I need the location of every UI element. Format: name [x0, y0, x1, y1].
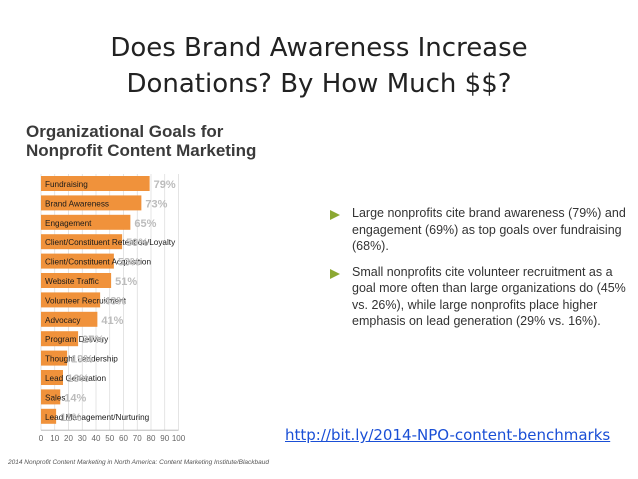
- note-item: Small nonprofits cite volunteer recruitm…: [322, 264, 632, 330]
- category-label: Website Traffic: [45, 277, 99, 286]
- x-tick-label: 80: [147, 434, 156, 443]
- category-label: Volunteer Recruitment: [45, 296, 127, 305]
- value-label: 16%: [67, 373, 89, 385]
- value-label: 79%: [154, 179, 176, 191]
- triangle-bullet-icon: [330, 210, 340, 220]
- slide-title: Does Brand Awareness Increase Donations?…: [0, 30, 638, 102]
- note-item: Large nonprofits cite brand awareness (7…: [322, 205, 632, 255]
- value-label: 11%: [60, 412, 82, 424]
- bar: [41, 389, 61, 405]
- bar: [41, 195, 142, 211]
- bar: [41, 234, 123, 250]
- category-label: Client/Constituent Retention/Loyalty: [45, 238, 176, 247]
- slide-title-line-1: Does Brand Awareness Increase: [110, 33, 528, 63]
- notes-list: Large nonprofits cite brand awareness (7…: [322, 205, 632, 339]
- x-tick-label: 20: [64, 434, 73, 443]
- bar: [41, 292, 101, 308]
- chart-title: Organizational Goals for Nonprofit Conte…: [26, 122, 296, 160]
- value-label: 41%: [101, 315, 123, 327]
- x-tick-label: 30: [78, 434, 87, 443]
- category-label: Thought Leadership: [45, 355, 118, 364]
- note-text: Large nonprofits cite brand awareness (7…: [352, 206, 626, 253]
- category-label: Brand Awareness: [45, 199, 109, 208]
- value-label: 59%: [126, 237, 148, 249]
- bar: [41, 176, 150, 191]
- x-tick-label: 100: [172, 434, 186, 443]
- category-label: Client/Constituent Acquisition: [45, 258, 151, 267]
- x-tick-label: 90: [160, 434, 169, 443]
- value-label: 51%: [115, 276, 137, 288]
- value-label: 73%: [145, 198, 167, 210]
- chart-title-line-2: Nonprofit Content Marketing: [26, 141, 257, 160]
- category-label: Advocacy: [45, 316, 81, 325]
- source-link[interactable]: http://bit.ly/2014-NPO-content-benchmark…: [285, 426, 611, 444]
- x-tick-label: 70: [133, 434, 142, 443]
- bar: [41, 311, 98, 327]
- value-label: 65%: [134, 218, 156, 230]
- bar: [41, 408, 57, 424]
- x-tick-label: 10: [50, 434, 59, 443]
- category-label: Program Delivery: [45, 335, 109, 344]
- chart-source: 2014 Nonprofit Content Marketing in Nort…: [8, 459, 269, 466]
- bar: [41, 331, 79, 347]
- chart-title-line-1: Organizational Goals for: [26, 122, 224, 141]
- value-label: 19%: [71, 354, 93, 366]
- value-label: 14%: [64, 392, 86, 404]
- bar-chart: Fundraising 79% Brand Awareness 73% Engageme…: [39, 174, 186, 443]
- value-label: 43%: [104, 295, 126, 307]
- slide-title-line-2: Donations? By How Much $$?: [126, 69, 512, 99]
- category-label: Engagement: [45, 219, 92, 228]
- bar: [41, 370, 63, 385]
- category-label: Lead Management/Nurturing: [45, 413, 150, 422]
- value-label: 53%: [118, 257, 140, 269]
- x-tick-label: 50: [105, 434, 114, 443]
- x-tick-label: 0: [39, 434, 44, 443]
- bar: [41, 253, 114, 269]
- value-label: 27%: [82, 334, 104, 346]
- x-tick-label: 40: [92, 434, 101, 443]
- x-tick-label: 60: [119, 434, 128, 443]
- bar: [41, 273, 112, 288]
- bar: [41, 350, 68, 366]
- category-label: Fundraising: [45, 180, 88, 189]
- triangle-bullet-icon: [330, 268, 340, 279]
- bar: [41, 214, 131, 230]
- note-text: Small nonprofits cite volunteer recruitm…: [352, 264, 626, 329]
- category-label: Sales: [45, 393, 65, 402]
- category-label: Lead Generation: [45, 374, 106, 383]
